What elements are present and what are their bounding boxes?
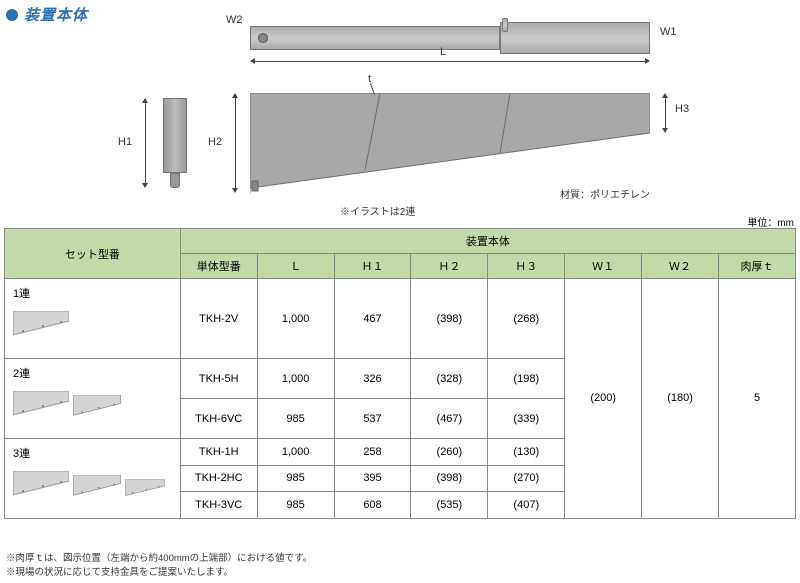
footnotes: ※肉厚ｔは、図示位置（左端から約400mmの上端部）における値です。 ※現場の状…	[6, 552, 312, 579]
th-H3: Ｈ３	[488, 254, 565, 279]
cell-H1: 395	[334, 465, 411, 492]
cell-model: TKH-2HC	[180, 465, 257, 492]
th-W2: Ｗ２	[642, 254, 719, 279]
table-header: セット型番 装置本体 単体型番 Ｌ Ｈ１ Ｈ２ Ｈ３ Ｗ１ Ｗ２ 肉厚ｔ	[5, 229, 796, 279]
footnote-2: ※現場の状況に応じて支持金具をご提案いたします。	[6, 566, 312, 579]
cell-shared-t: 5	[719, 279, 796, 519]
set-cell: 2連	[5, 359, 181, 439]
material-label: 材質：ポリエチレン	[560, 186, 650, 201]
cell-L: 985	[257, 465, 334, 492]
mini-wedge-icon	[125, 479, 165, 497]
section-title: 装置本体	[24, 4, 88, 25]
label-W1: W1	[660, 26, 677, 38]
label-L: L	[440, 46, 446, 58]
cell-H3: (130)	[488, 439, 565, 466]
th-H1: Ｈ１	[334, 254, 411, 279]
mini-wedge-icon	[13, 471, 69, 497]
mini-wedge-icon	[13, 311, 69, 337]
cell-H3: (198)	[488, 359, 565, 399]
bullet-icon	[6, 9, 18, 21]
cell-H3: (270)	[488, 465, 565, 492]
cell-L: 985	[257, 399, 334, 439]
set-label: 3連	[13, 445, 172, 461]
cell-L: 1,000	[257, 439, 334, 466]
cell-shared-W2: (180)	[642, 279, 719, 519]
th-main-body: 装置本体	[180, 229, 795, 254]
set-cell: 3連	[5, 439, 181, 519]
cell-H1: 326	[334, 359, 411, 399]
unit-label: 単位：mm	[747, 214, 794, 229]
th-H2: Ｈ２	[411, 254, 488, 279]
cell-H1: 537	[334, 399, 411, 439]
cell-H2: (467)	[411, 399, 488, 439]
label-W2: W2	[226, 14, 243, 26]
table-row: 1連TKH-2V1,000467(398)(268)(200)(180)5	[5, 279, 796, 359]
cell-L: 1,000	[257, 359, 334, 399]
spec-table: セット型番 装置本体 単体型番 Ｌ Ｈ１ Ｈ２ Ｈ３ Ｗ１ Ｗ２ 肉厚ｔ 1連 T…	[4, 228, 796, 519]
dim-L	[250, 58, 650, 64]
cell-model: TKH-2V	[180, 279, 257, 359]
cell-shared-W1: (200)	[565, 279, 642, 519]
dim-H1	[140, 98, 150, 188]
cell-model: TKH-1H	[180, 439, 257, 466]
th-single-model: 単体型番	[180, 254, 257, 279]
diagram-side-block	[155, 98, 195, 188]
set-cell: 1連	[5, 279, 181, 359]
mini-wedge-icon	[73, 475, 121, 497]
diagram: W2 W1 L H1 t H2 H3 材質：ポリエチレン ※イラストは2連	[140, 8, 700, 218]
th-set-model: セット型番	[5, 229, 181, 279]
set-label: 1連	[13, 285, 172, 301]
set-label: 2連	[13, 365, 172, 381]
cell-model: TKH-3VC	[180, 492, 257, 519]
dim-H2	[230, 93, 240, 193]
cell-H2: (398)	[411, 465, 488, 492]
mini-wedge-icon	[13, 391, 69, 417]
dim-H3	[660, 93, 670, 133]
diagram-caption: ※イラストは2連	[340, 203, 415, 218]
cell-H1: 467	[334, 279, 411, 359]
cell-H2: (535)	[411, 492, 488, 519]
diagram-rod	[250, 20, 650, 56]
label-H1: H1	[118, 136, 132, 148]
mini-wedge-icon	[73, 395, 121, 417]
cell-L: 1,000	[257, 279, 334, 359]
cell-model: TKH-5H	[180, 359, 257, 399]
th-t: 肉厚ｔ	[719, 254, 796, 279]
cell-L: 985	[257, 492, 334, 519]
cell-H2: (260)	[411, 439, 488, 466]
cell-H2: (398)	[411, 279, 488, 359]
cell-model: TKH-6VC	[180, 399, 257, 439]
th-W1: Ｗ１	[565, 254, 642, 279]
cell-H1: 258	[334, 439, 411, 466]
cell-H1: 608	[334, 492, 411, 519]
cell-H2: (328)	[411, 359, 488, 399]
section-title-row: 装置本体	[6, 4, 88, 25]
cell-H3: (407)	[488, 492, 565, 519]
label-H2: H2	[208, 136, 222, 148]
table-body: 1連TKH-2V1,000467(398)(268)(200)(180)52連T…	[5, 279, 796, 519]
label-H3: H3	[675, 103, 689, 115]
cell-H3: (339)	[488, 399, 565, 439]
footnote-1: ※肉厚ｔは、図示位置（左端から約400mmの上端部）における値です。	[6, 552, 312, 565]
diagram-wedge	[250, 93, 650, 193]
th-L: Ｌ	[257, 254, 334, 279]
cell-H3: (268)	[488, 279, 565, 359]
